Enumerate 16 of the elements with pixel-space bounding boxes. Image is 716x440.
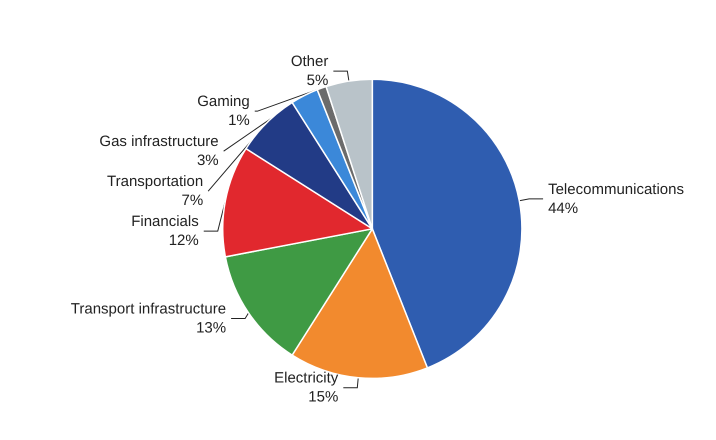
slice-label: Gas infrastructure (99, 133, 219, 150)
data-label: 5% (306, 72, 328, 90)
data-label: 44% (548, 200, 578, 217)
slice-label: Financials (131, 213, 199, 230)
data-label: 12% (168, 232, 199, 250)
data-label: 7% (181, 192, 204, 210)
slice-label: Electricity (274, 370, 339, 387)
data-label: 13% (196, 320, 226, 337)
slice-label: Gaming (197, 93, 250, 110)
slice-label: Other (290, 53, 328, 70)
slice-label: Transportation (107, 173, 204, 190)
slice-label: Telecommunications (548, 180, 684, 198)
data-label: 3% (196, 152, 219, 170)
data-label: 15% (308, 388, 338, 406)
slice-label: Transport infrastructure (70, 300, 226, 318)
data-label: 1% (228, 112, 250, 130)
